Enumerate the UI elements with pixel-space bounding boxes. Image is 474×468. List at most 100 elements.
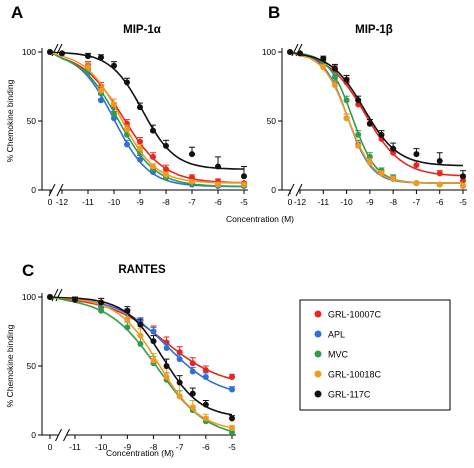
data-point [331,82,338,89]
data-point [150,328,157,335]
data-point [163,166,169,173]
panel-c: C RANTES 0 50 100 0 -11 -10 -9 -8 -7 -6 -5 [22,261,236,452]
data-point [413,162,420,169]
y-tick-label: 50 [27,361,37,371]
data-point [72,296,78,303]
data-point [229,429,235,436]
data-point [189,390,196,397]
data-point [189,360,196,367]
x-tick-label: -5 [240,197,248,207]
data-point [202,367,209,374]
data-point [215,181,221,188]
legend-label: MVC [328,350,349,360]
legend-label: GRL-117C [328,390,371,400]
y-tick-label: 0 [31,185,36,195]
data-point [460,182,466,189]
x-axis-break-mark [287,183,295,197]
legend-label: GRL-10018C [328,370,382,380]
data-point [343,115,350,122]
data-point [436,158,443,165]
data-point [189,178,195,185]
x-tick-label: -10 [340,197,353,207]
data-point [413,180,420,187]
data-point [111,62,117,69]
legend-marker [314,390,322,398]
series-curve [74,301,233,433]
x-tick-label: -11 [69,442,81,452]
data-point [163,363,170,369]
y-axis-title: % Chemokine binding [5,324,15,407]
data-point [229,415,235,422]
x-axis-break-mark [295,183,303,197]
x-tick-label: -11 [82,197,94,207]
data-point [320,64,327,71]
panel-letter: A [11,3,23,22]
x-tick-label: -8 [389,197,397,207]
x-tick-label: -7 [176,442,184,452]
legend-item: GRL-117C [314,390,371,400]
data-point [436,170,443,177]
legend-item: APL [314,330,345,340]
panel-title: MIP-1α [123,24,161,36]
data-point [460,177,466,184]
x-tick-label: -12 [56,197,69,207]
data-point [176,379,183,386]
data-point [124,79,130,86]
panel-title: RANTES [118,264,166,276]
data-point [331,65,338,72]
data-point [124,316,131,323]
series-grl-10018c [47,49,247,188]
data-point [98,87,104,94]
legend-marker [314,370,322,378]
data-point [331,73,338,80]
data-point [390,175,397,182]
data-point [436,181,443,188]
data-point [189,174,195,181]
data-point [390,145,397,152]
data-point [229,374,235,381]
data-point [229,425,235,432]
data-point [378,131,385,138]
data-point [241,173,247,180]
legend-marker [314,330,322,338]
data-point [124,307,131,314]
data-point [355,142,362,149]
data-point [47,49,53,55]
data-point [98,97,104,104]
x-tick-label: -8 [150,442,158,452]
x-tick-label: -10 [108,197,121,207]
data-point [176,393,183,400]
x-tick-label: -6 [214,197,222,207]
x-tick-label: -10 [95,442,108,452]
x-tick-label: -7 [188,197,196,207]
data-point [59,50,65,57]
data-point [189,151,195,158]
data-point [176,356,183,363]
y-tick-label: 100 [262,47,276,57]
data-point [343,97,350,104]
x-tick-label: -5 [228,442,236,452]
data-point [189,368,196,375]
data-point [320,55,327,62]
y-axis-break-mark [51,288,59,302]
data-point [137,145,143,152]
series-mvc [287,49,466,189]
series-grl-10018c [47,294,235,432]
data-point [163,374,170,381]
x-axis-title: Concentration (M) [226,214,294,224]
data-point [189,404,196,411]
data-point [390,149,397,156]
panel-letter: B [268,3,280,22]
x-tick-label: 0 [48,197,53,207]
series-grl-117c [287,49,466,180]
legend-marker [314,310,322,318]
data-point [124,324,131,331]
data-point [124,126,130,133]
data-point [137,321,144,328]
data-point [111,101,117,108]
data-point [343,76,350,83]
data-point [98,54,104,61]
y-tick-label: 100 [22,292,36,302]
data-point [355,131,362,138]
